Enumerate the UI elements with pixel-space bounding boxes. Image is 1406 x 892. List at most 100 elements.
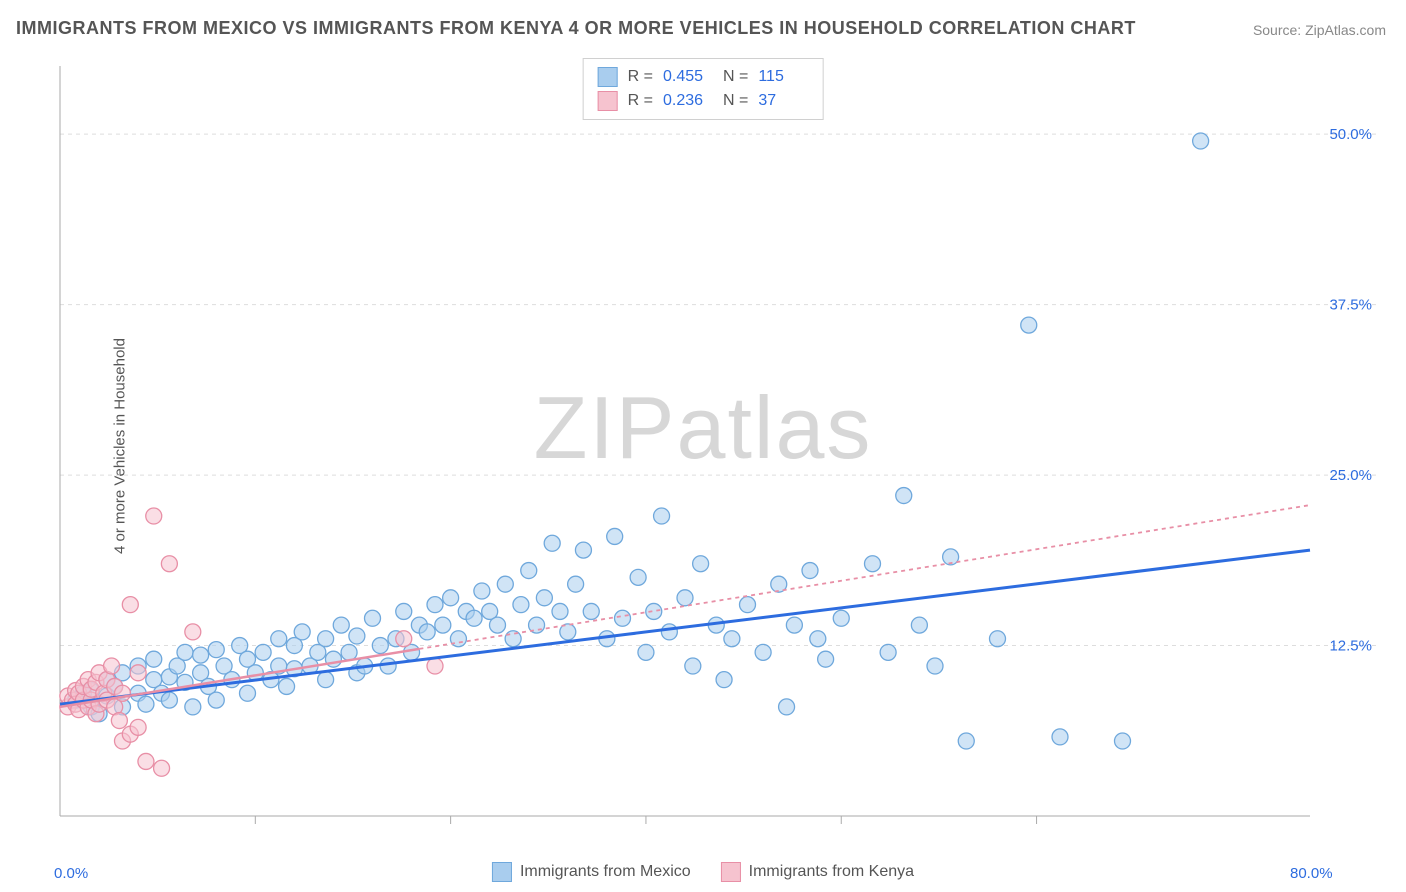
data-point-mexico: [661, 624, 677, 640]
data-point-mexico: [990, 631, 1006, 647]
data-point-mexico: [490, 617, 506, 633]
y-tick-label: 50.0%: [1329, 126, 1372, 143]
data-point-kenya: [122, 597, 138, 613]
data-point-kenya: [185, 624, 201, 640]
scatter-svg: 12.5%25.0%37.5%50.0%: [50, 56, 1380, 846]
r-value: 0.455: [663, 68, 713, 86]
data-point-mexico: [497, 576, 513, 592]
data-point-kenya: [427, 658, 443, 674]
data-point-mexico: [396, 603, 412, 619]
data-point-kenya: [130, 665, 146, 681]
trend-line-kenya-dashed: [419, 505, 1310, 649]
data-point-mexico: [755, 644, 771, 660]
n-label: N =: [723, 92, 748, 110]
data-point-mexico: [880, 644, 896, 660]
data-point-mexico: [208, 692, 224, 708]
data-point-mexico: [466, 610, 482, 626]
data-point-mexico: [435, 617, 451, 633]
data-point-kenya: [154, 760, 170, 776]
data-point-mexico: [1115, 733, 1131, 749]
data-point-mexico: [279, 678, 295, 694]
data-point-mexico: [380, 658, 396, 674]
data-point-mexico: [443, 590, 459, 606]
data-point-mexico: [802, 563, 818, 579]
data-point-mexico: [654, 508, 670, 524]
data-point-mexico: [958, 733, 974, 749]
data-point-kenya: [130, 719, 146, 735]
data-point-mexico: [740, 597, 756, 613]
data-point-mexico: [474, 583, 490, 599]
data-point-mexico: [419, 624, 435, 640]
data-point-mexico: [271, 631, 287, 647]
data-point-kenya: [104, 658, 120, 674]
data-point-kenya: [138, 753, 154, 769]
data-point-mexico: [615, 610, 631, 626]
legend-swatch-kenya-icon: [721, 862, 741, 882]
data-point-mexico: [677, 590, 693, 606]
stats-row-kenya: R = 0.236 N = 37: [598, 89, 809, 113]
data-point-mexico: [818, 651, 834, 667]
y-tick-label: 12.5%: [1329, 638, 1372, 655]
data-point-mexico: [693, 556, 709, 572]
swatch-kenya-icon: [598, 91, 618, 111]
data-point-mexico: [786, 617, 802, 633]
data-point-mexico: [318, 631, 334, 647]
data-point-mexico: [865, 556, 881, 572]
x-axis-min-label: 0.0%: [54, 865, 88, 882]
data-point-mexico: [536, 590, 552, 606]
data-point-mexico: [779, 699, 795, 715]
legend-item-kenya: Immigrants from Kenya: [721, 862, 914, 882]
data-point-mexico: [505, 631, 521, 647]
plot-area: 12.5%25.0%37.5%50.0%: [50, 56, 1380, 846]
legend-item-mexico: Immigrants from Mexico: [492, 862, 691, 882]
data-point-mexico: [630, 569, 646, 585]
data-point-mexico: [810, 631, 826, 647]
data-point-mexico: [349, 628, 365, 644]
n-value: 115: [758, 68, 808, 86]
data-point-mexico: [318, 672, 334, 688]
data-point-mexico: [896, 488, 912, 504]
data-point-mexico: [724, 631, 740, 647]
r-value: 0.236: [663, 92, 713, 110]
data-point-mexico: [646, 603, 662, 619]
data-point-mexico: [333, 617, 349, 633]
data-point-mexico: [685, 658, 701, 674]
data-point-mexico: [208, 642, 224, 658]
chart-container: IMMIGRANTS FROM MEXICO VS IMMIGRANTS FRO…: [0, 0, 1406, 892]
n-label: N =: [723, 68, 748, 86]
source-label: Source: ZipAtlas.com: [1253, 22, 1386, 38]
stats-row-mexico: R = 0.455 N = 115: [598, 65, 809, 89]
swatch-mexico-icon: [598, 67, 618, 87]
data-point-kenya: [161, 556, 177, 572]
legend-swatch-mexico-icon: [492, 862, 512, 882]
r-label: R =: [628, 92, 653, 110]
data-point-mexico: [177, 644, 193, 660]
data-point-mexico: [583, 603, 599, 619]
data-point-kenya: [146, 508, 162, 524]
legend-label: Immigrants from Mexico: [520, 863, 691, 881]
data-point-mexico: [146, 651, 162, 667]
data-point-mexico: [185, 699, 201, 715]
data-point-mexico: [638, 644, 654, 660]
legend-label: Immigrants from Kenya: [749, 863, 914, 881]
data-point-mexico: [1193, 133, 1209, 149]
chart-title: IMMIGRANTS FROM MEXICO VS IMMIGRANTS FRO…: [16, 18, 1136, 39]
n-value: 37: [758, 92, 808, 110]
x-axis-max-label: 80.0%: [1290, 865, 1333, 882]
data-point-mexico: [138, 696, 154, 712]
data-point-mexico: [1052, 729, 1068, 745]
data-point-mexico: [372, 638, 388, 654]
data-point-mexico: [427, 597, 443, 613]
r-label: R =: [628, 68, 653, 86]
data-point-mexico: [544, 535, 560, 551]
correlation-stats-box: R = 0.455 N = 115 R = 0.236 N = 37: [583, 58, 824, 120]
data-point-mexico: [607, 528, 623, 544]
data-point-mexico: [193, 647, 209, 663]
data-point-mexico: [927, 658, 943, 674]
data-point-mexico: [552, 603, 568, 619]
y-tick-label: 37.5%: [1329, 297, 1372, 314]
data-point-mexico: [341, 644, 357, 660]
data-point-kenya: [111, 713, 127, 729]
data-point-mexico: [365, 610, 381, 626]
data-point-mexico: [513, 597, 529, 613]
